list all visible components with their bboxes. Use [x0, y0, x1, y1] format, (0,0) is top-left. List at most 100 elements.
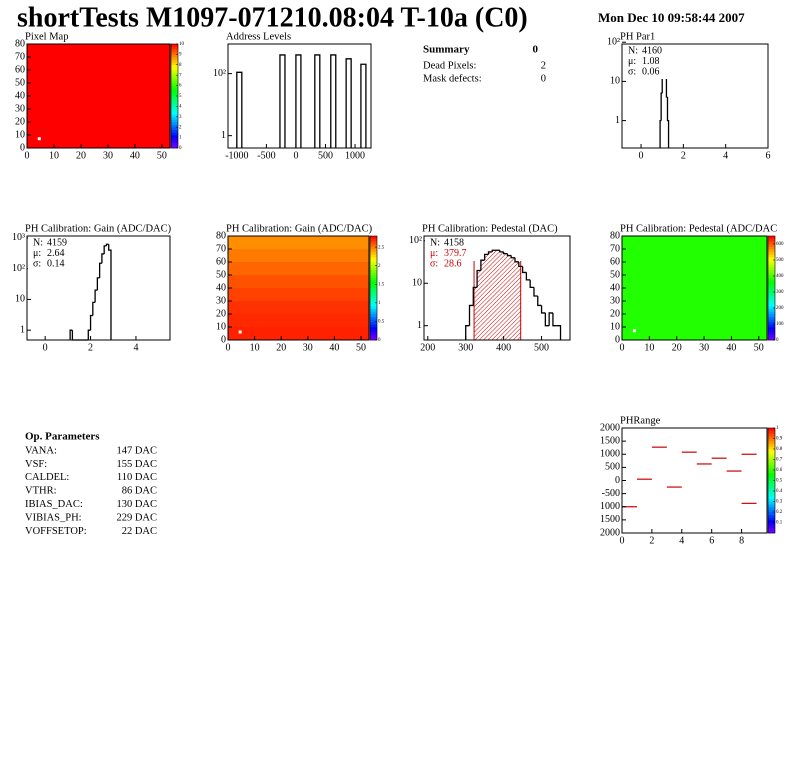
colorbar-step	[768, 254, 775, 258]
x-tick-label: 20	[672, 342, 682, 353]
x-tick-label: 50	[356, 342, 366, 353]
hist-bin	[480, 259, 485, 271]
colorbar-step	[171, 80, 178, 84]
y-tick-label: 1000	[600, 449, 620, 460]
heat-band	[228, 275, 369, 288]
y-tick-label: 0	[221, 334, 226, 345]
panel-title: PH Calibration: Gain (ADC/DAC)	[226, 223, 373, 234]
y-tick-label: 10	[610, 76, 620, 87]
colorbar-step	[370, 243, 377, 247]
op-title: Op. Parameters	[25, 431, 100, 443]
colorbar-step	[370, 264, 377, 268]
highlight-bin	[496, 250, 500, 340]
colorbar-step	[370, 319, 377, 323]
y-tick-label: 50	[216, 269, 226, 280]
colorbar-step	[370, 259, 377, 263]
colorbar-step	[768, 332, 775, 336]
hist-bin	[499, 250, 504, 253]
stats-label: μ:	[628, 56, 636, 67]
colorbar-step	[768, 319, 775, 323]
z-tick-label: 3	[179, 115, 182, 120]
highlight-bin	[480, 260, 485, 340]
hist-bin	[465, 325, 470, 340]
colorbar-step	[171, 124, 178, 128]
y-tick-label: 80	[610, 230, 620, 241]
x-tick-label: 300	[458, 342, 473, 353]
colorbar-step	[370, 282, 377, 286]
stats-value: 2.64	[47, 248, 65, 259]
colorbar-step	[768, 277, 775, 281]
x-tick-label: 6	[766, 150, 771, 161]
heat-band	[228, 249, 369, 262]
colorbar-step	[768, 477, 775, 481]
colorbar-step	[370, 280, 377, 284]
y-tick-label: 10²	[409, 235, 422, 246]
colorbar-step	[370, 298, 377, 302]
stats-label: N:	[33, 237, 43, 248]
colorbar-step	[768, 438, 775, 442]
x-tick-label: 200	[420, 342, 435, 353]
highlight-bin	[511, 257, 516, 340]
stats-label: N:	[628, 45, 638, 56]
z-tick-label: 0.6	[776, 468, 783, 473]
empty-pixel	[37, 137, 41, 141]
colorbar-step	[768, 269, 775, 273]
hist-bin	[98, 262, 102, 278]
colorbar-step	[171, 75, 178, 79]
colorbar-step	[768, 527, 775, 531]
colorbar-step	[370, 314, 377, 317]
heat-band	[228, 314, 369, 327]
colorbar-step	[370, 321, 377, 325]
y-tick-label: 40	[216, 282, 226, 293]
y-tick-label: 2000	[600, 422, 620, 433]
colorbar-step	[370, 262, 377, 265]
hist-bin	[487, 251, 493, 255]
colorbar-step	[370, 272, 377, 276]
colorbar-step	[370, 267, 377, 271]
colorbar-step	[171, 44, 178, 47]
colorbar-step	[370, 332, 377, 336]
colorbar-step	[171, 98, 178, 102]
x-tick-label: 20	[276, 342, 286, 353]
colorbar-step	[768, 272, 775, 276]
op-name: VSF:	[25, 459, 47, 470]
colorbar-step	[768, 314, 775, 317]
y-tick-label: 2000	[600, 527, 620, 538]
z-tick-label: 0.5	[378, 320, 385, 325]
x-tick-label: 30	[303, 342, 313, 353]
y-tick-label: 10²	[213, 68, 226, 79]
panel: PH Par1 0 2 4 6 1 10 10² N: 4160 μ: 1.08 σ: 0.06	[607, 31, 771, 161]
x-tick-label: 0	[43, 342, 48, 353]
colorbar-step	[768, 435, 775, 439]
hist-bin	[659, 119, 662, 148]
y-tick-label: 20	[610, 308, 620, 319]
z-tick-label: 7	[179, 73, 182, 78]
colorbar-step	[768, 249, 775, 252]
z-tick-label: 2	[378, 264, 381, 269]
frame	[621, 43, 769, 149]
y-tick-label: 1	[20, 324, 25, 335]
colorbar-step	[171, 51, 178, 55]
colorbar-step	[768, 428, 775, 431]
colorbar-step	[768, 282, 775, 286]
colorbar-step	[171, 64, 178, 68]
colorbar-step	[768, 475, 775, 479]
y-tick-label: 80	[15, 38, 25, 49]
y-tick-label: 1500	[600, 435, 620, 446]
colorbar-step	[768, 512, 775, 515]
op-value: 229 DAC	[116, 512, 157, 523]
colorbar-step	[171, 77, 178, 81]
colorbar-step	[768, 454, 775, 458]
colorbar-step	[370, 324, 377, 328]
x-tick-label: 40	[130, 150, 140, 161]
colorbar-step	[768, 311, 775, 315]
colorbar-step	[768, 443, 775, 447]
x-tick-label: 0	[293, 150, 298, 161]
z-tick-label: 4	[179, 105, 182, 110]
colorbar-step	[171, 116, 178, 120]
colorbar-step	[171, 145, 178, 149]
colorbar-step	[171, 49, 178, 53]
y-tick-label: 1000	[600, 501, 620, 512]
